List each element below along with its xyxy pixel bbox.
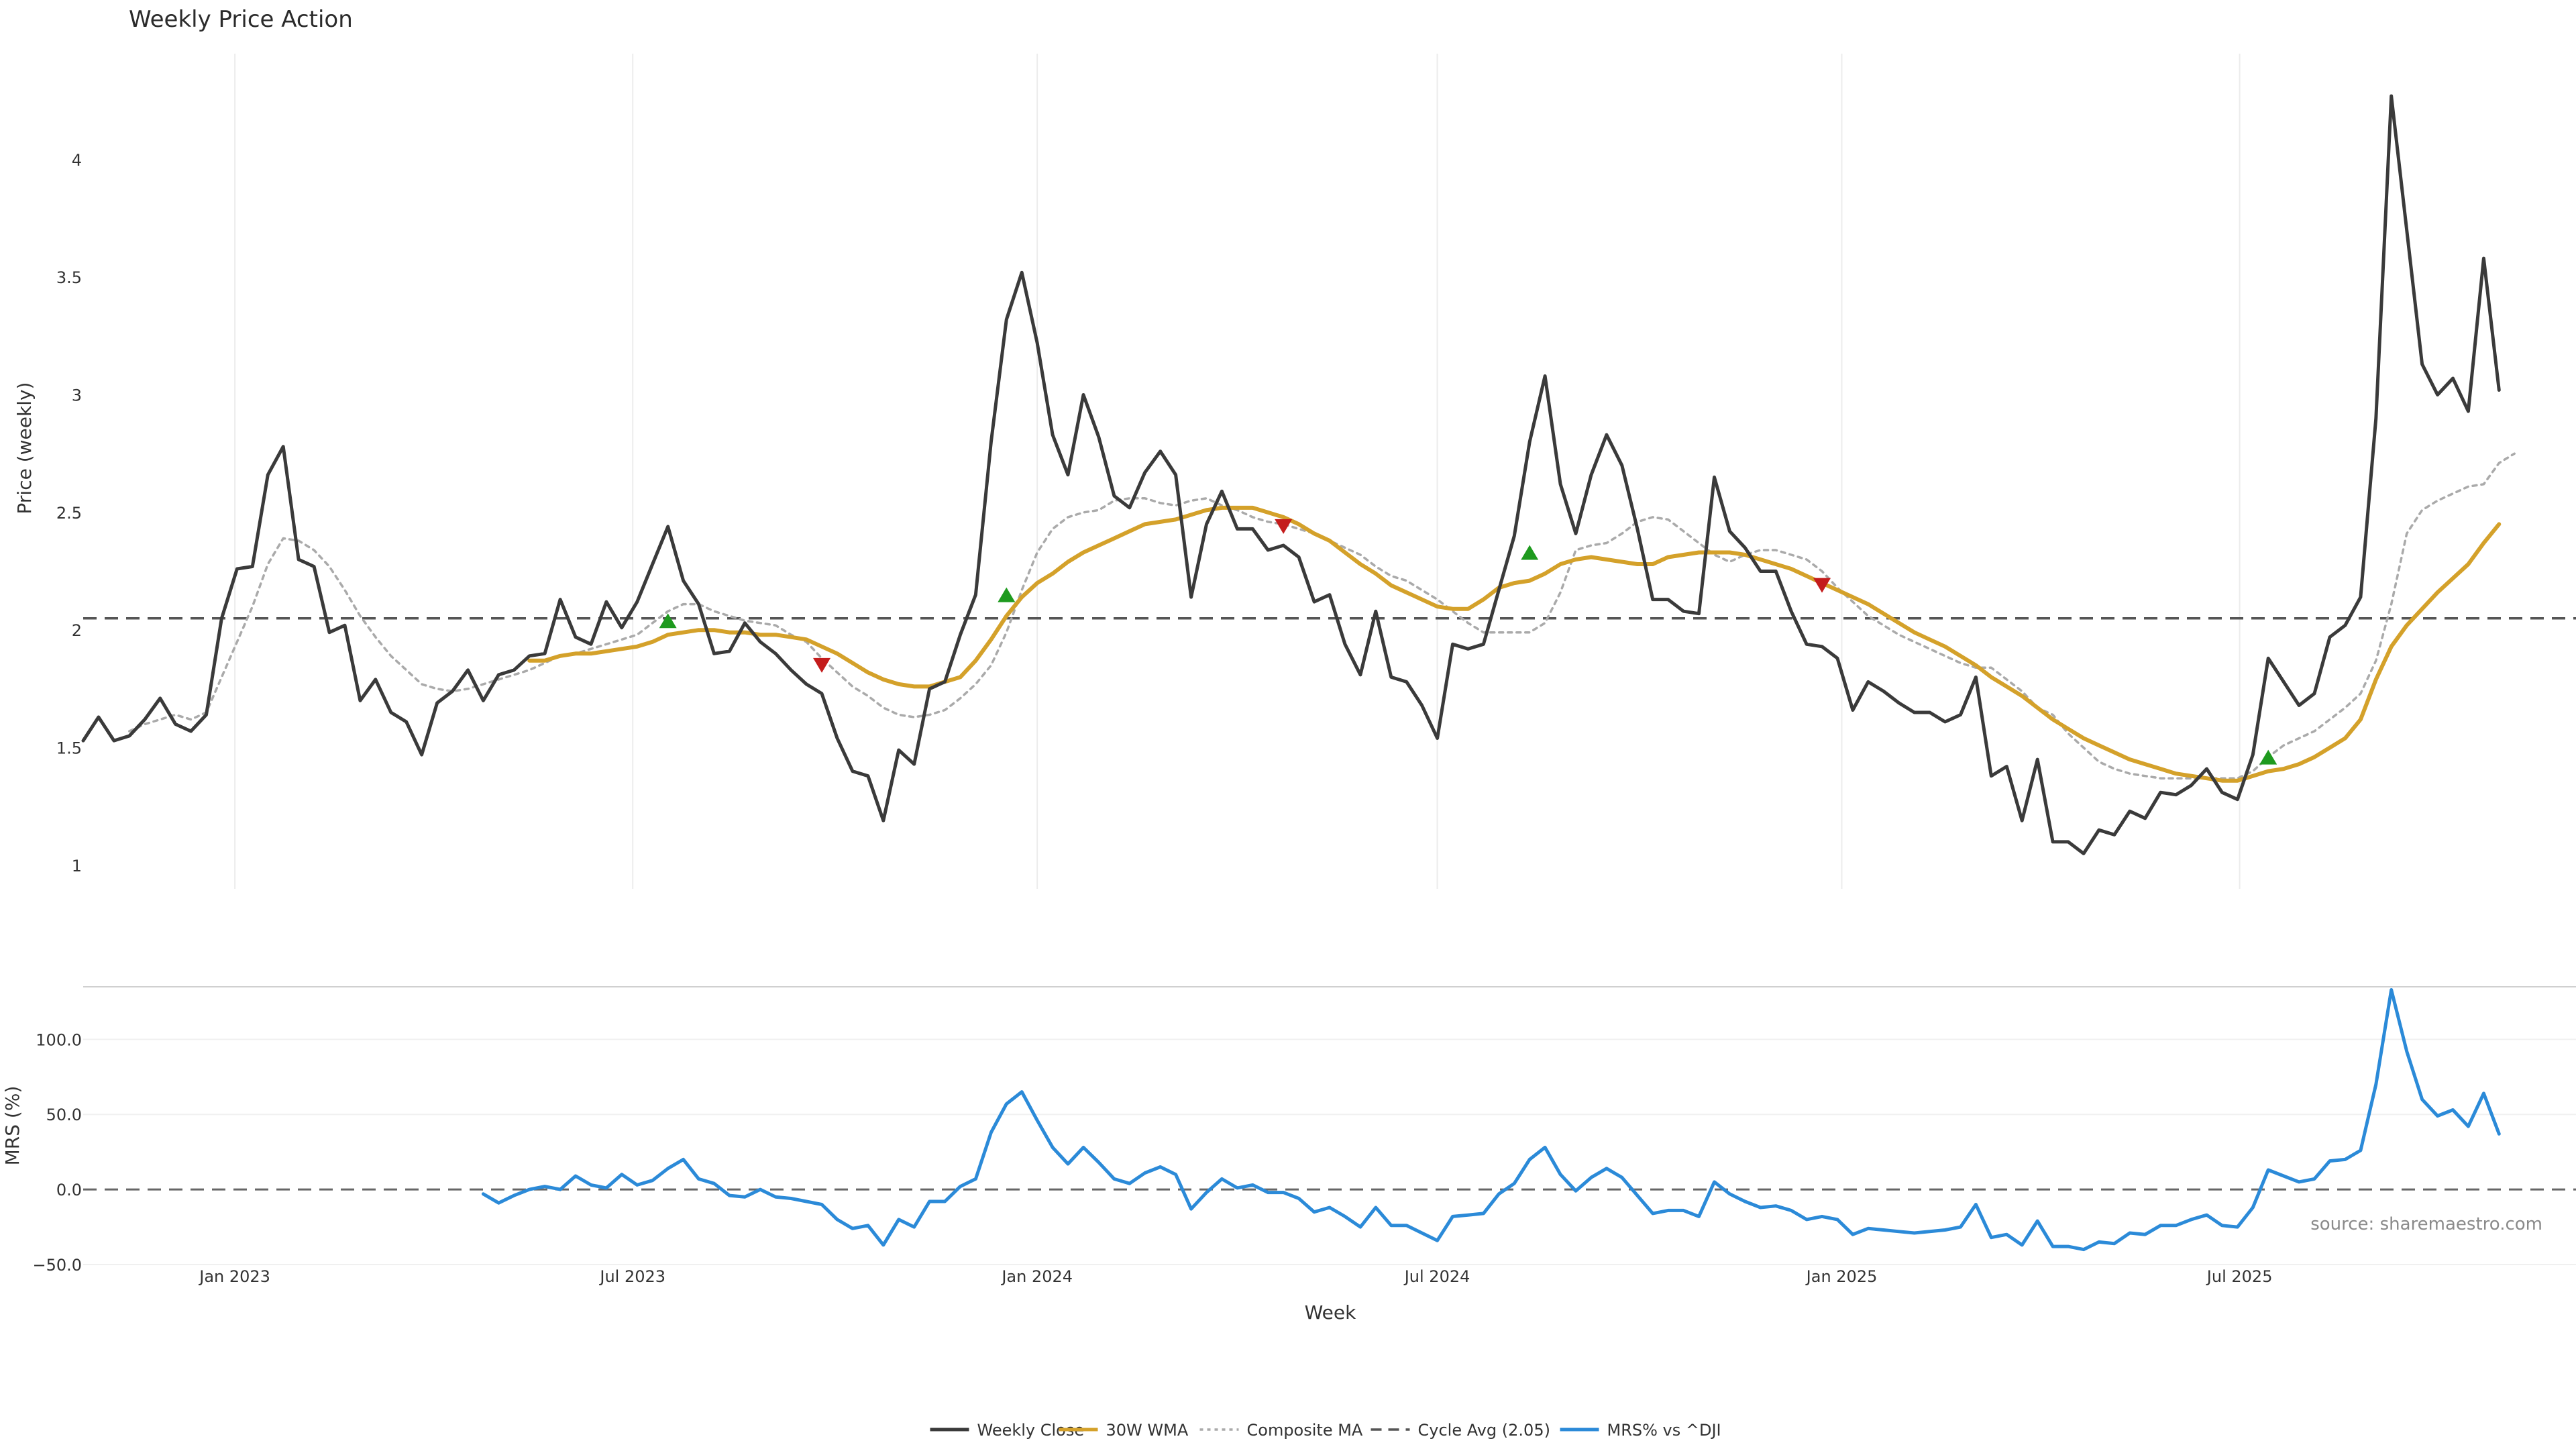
mrs-y-tick-label: 0.0 (56, 1181, 82, 1199)
price-y-tick-label: 1 (72, 857, 82, 875)
sell-signal-marker (1275, 519, 1293, 534)
x-tick-label: Jul 2025 (2206, 1267, 2273, 1286)
legend-item: MRS% vs ^DJI (1560, 1421, 1721, 1440)
price-series-group (81, 94, 2516, 855)
legend-item: Cycle Avg (2.05) (1371, 1421, 1550, 1440)
buy-signal-marker (998, 587, 1016, 602)
vertical-gridlines (234, 54, 2241, 889)
price-y-axis-label: Price (weekly) (13, 382, 36, 515)
price-y-tick-label: 2.5 (56, 504, 82, 523)
legend: Weekly Close 30W WMA Composite MA Cycle Avg… (930, 1421, 1721, 1440)
composite-ma-line (128, 452, 2516, 780)
mrs-panel: MRS (%) −50.0 0.0 50.0 100.0 source: sharem… (1, 988, 2576, 1275)
legend-label: MRS% vs ^DJI (1607, 1421, 1721, 1440)
x-tick-label: Jan 2025 (1805, 1267, 1878, 1286)
x-tick-label: Jan 2023 (198, 1267, 270, 1286)
x-tick-label: Jul 2024 (1403, 1267, 1470, 1286)
legend-label: Cycle Avg (2.05) (1418, 1421, 1550, 1440)
legend-item: Composite MA (1199, 1421, 1363, 1440)
price-y-tick-label: 4 (72, 151, 82, 170)
signal-markers (659, 519, 2277, 765)
price-y-ticks: 1 1.5 2 2.5 3 3.5 4 (56, 151, 82, 875)
price-y-tick-label: 3 (72, 386, 82, 405)
wma-30w-line (527, 505, 2502, 783)
legend-label: 30W WMA (1106, 1421, 1189, 1440)
mrs-y-tick-label: 100.0 (36, 1030, 82, 1049)
x-tick-label: Jan 2024 (1000, 1267, 1073, 1286)
price-y-tick-label: 3.5 (56, 268, 82, 287)
mrs-y-axis-label: MRS (%) (1, 1086, 23, 1166)
x-tick-label: Jul 2023 (598, 1267, 665, 1286)
x-axis-ticks: Jan 2023 Jul 2023 Jan 2024 Jul 2024 Jan 2025… (198, 1267, 2272, 1286)
sell-signal-marker (813, 657, 831, 673)
price-y-tick-label: 1.5 (56, 739, 82, 758)
source-credit: source: sharemaestro.com (2310, 1214, 2542, 1234)
price-panel: Price (weekly) 1 1.5 2 2.5 3 3.5 4 (13, 94, 2576, 875)
legend-item: 30W WMA (1059, 1421, 1189, 1440)
x-axis-label: Week (1305, 1301, 1356, 1324)
legend-label: Composite MA (1247, 1421, 1363, 1440)
buy-signal-marker (659, 613, 677, 629)
price-y-tick-label: 2 (72, 621, 82, 640)
buy-signal-marker (2259, 749, 2277, 765)
chart-title: Weekly Price Action (129, 6, 353, 33)
mrs-line (481, 988, 2501, 1252)
sell-signal-marker (1813, 578, 1831, 593)
mrs-series-group (481, 988, 2501, 1252)
buy-signal-marker (1521, 545, 1539, 560)
mrs-y-ticks: −50.0 0.0 50.0 100.0 (32, 1030, 2576, 1275)
mrs-y-tick-label: −50.0 (32, 1256, 82, 1275)
weekly-close-line (81, 94, 2501, 855)
mrs-y-tick-label: 50.0 (46, 1106, 82, 1124)
